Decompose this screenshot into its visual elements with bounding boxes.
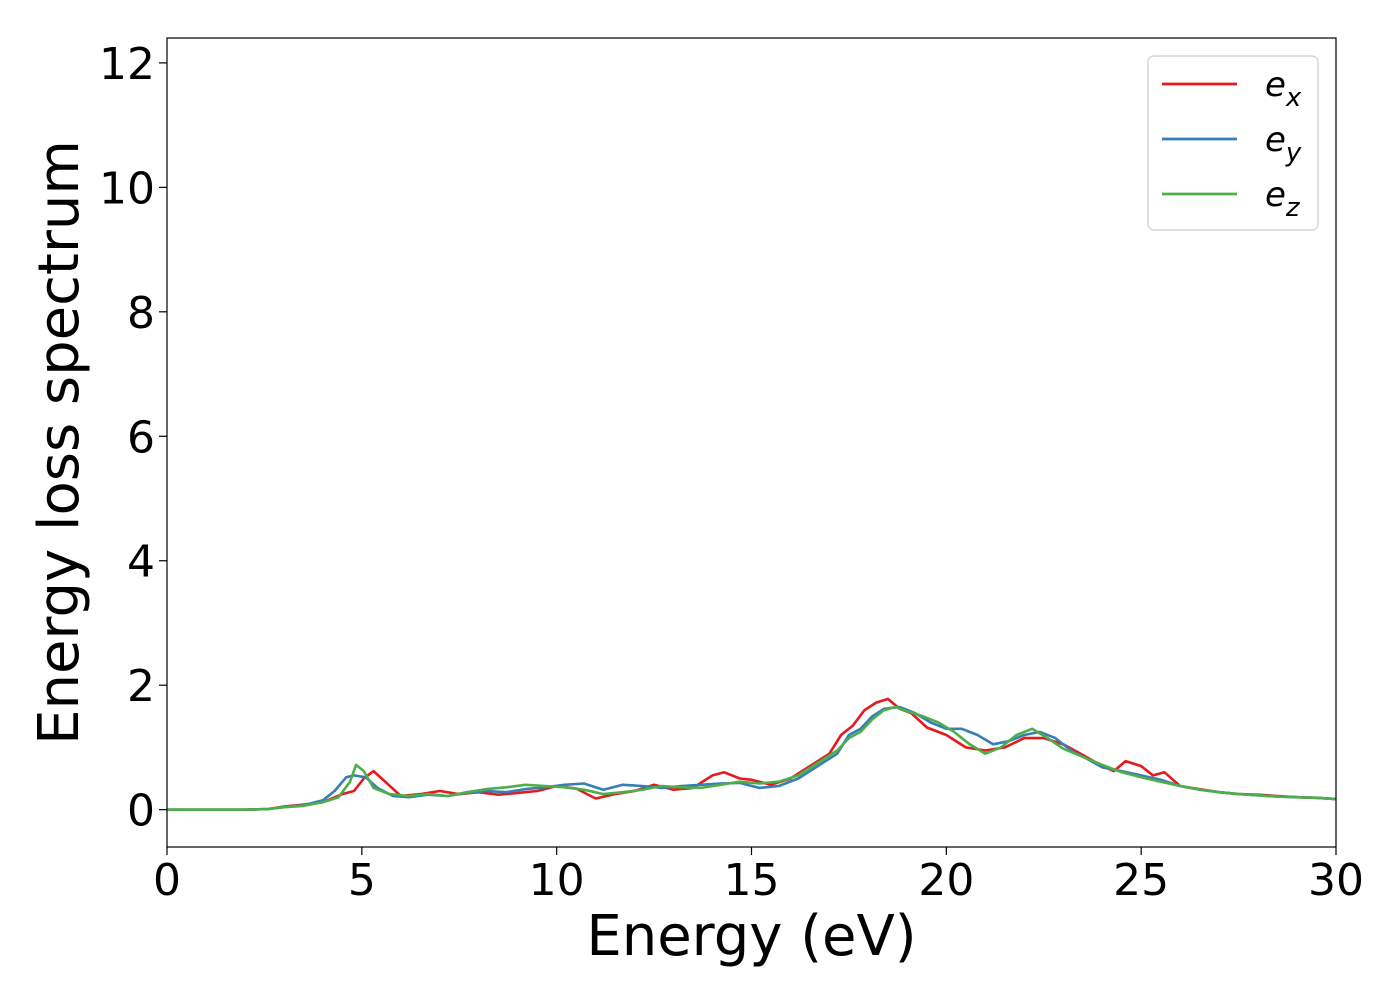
legend-label-base: e	[1265, 120, 1286, 160]
y-tick-label: 8	[127, 288, 155, 339]
x-tick-label: 15	[724, 855, 780, 906]
legend-label-y: ey	[1265, 120, 1302, 168]
x-tick-label: 25	[1113, 855, 1169, 906]
x-tick-label: 0	[153, 855, 181, 906]
y-axis-ticks: 0 2 4 6 8 10 12	[99, 39, 167, 837]
y-tick-label: 6	[127, 412, 155, 463]
x-tick-label: 10	[529, 855, 585, 906]
x-tick-label: 30	[1308, 855, 1364, 906]
x-tick-label: 20	[918, 855, 974, 906]
legend-label-base: e	[1265, 65, 1286, 105]
x-axis-label: Energy (eV)	[586, 904, 916, 969]
legend-label-base: e	[1265, 175, 1286, 215]
legend-label-sub: x	[1285, 83, 1302, 113]
y-tick-label: 4	[127, 537, 155, 588]
y-tick-label: 2	[127, 661, 155, 712]
y-axis-label: Energy loss spectrum	[27, 140, 92, 745]
legend-box	[1147, 55, 1319, 231]
y-tick-label: 10	[99, 163, 155, 214]
x-axis-ticks: 0 5 10 15 20 25 30	[153, 847, 1364, 906]
legend-label-z: ez	[1265, 175, 1301, 223]
series-lines	[167, 697, 1337, 812]
legend-label-sub: z	[1285, 193, 1301, 223]
legend-label-sub: y	[1285, 138, 1302, 168]
y-tick-label: 0	[127, 786, 155, 837]
legend-label-x: ex	[1265, 65, 1302, 113]
y-tick-label: 12	[99, 39, 155, 90]
x-tick-label: 5	[348, 855, 376, 906]
series-line-z	[167, 705, 1337, 812]
